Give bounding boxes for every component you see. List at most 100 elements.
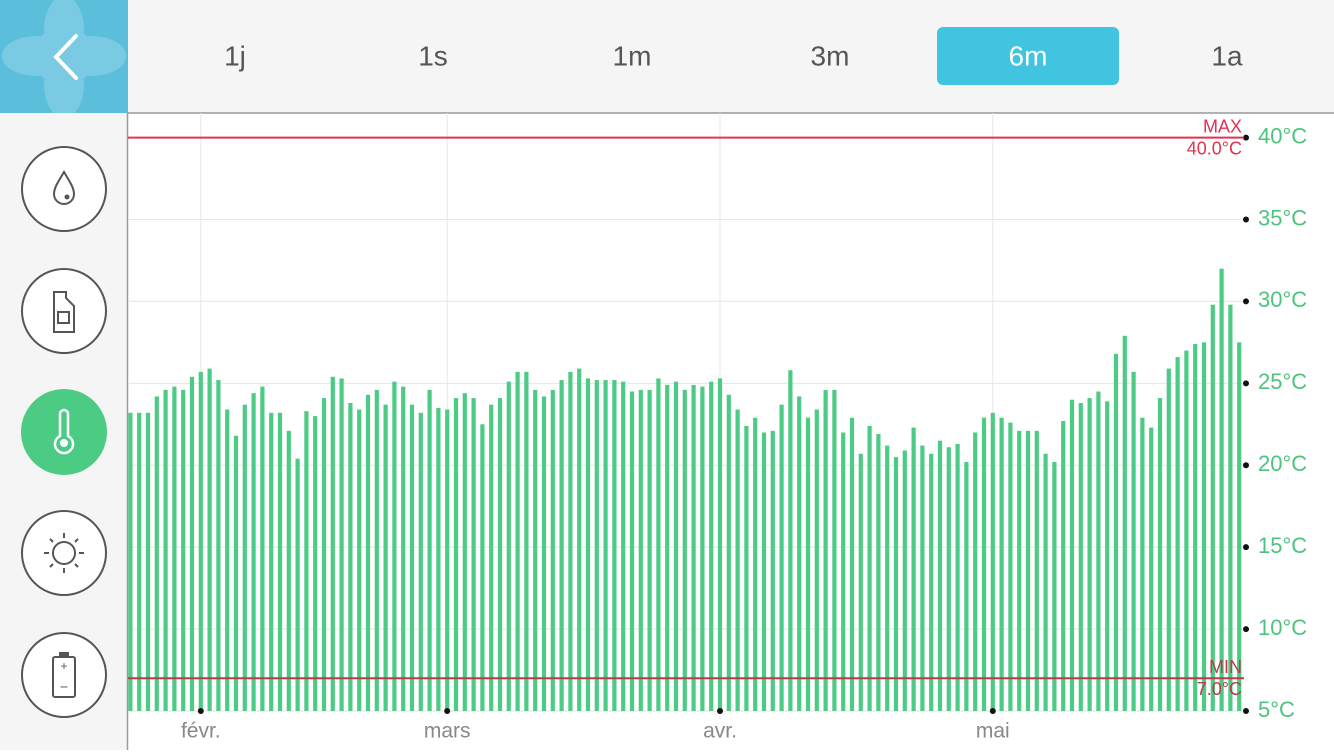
bar xyxy=(1184,350,1189,711)
bar xyxy=(1017,430,1022,711)
tab-label: 1a xyxy=(1211,40,1243,71)
bar xyxy=(533,389,538,711)
svg-text:−: − xyxy=(60,679,68,695)
bar xyxy=(761,432,767,711)
bar xyxy=(849,417,855,711)
y-tick-label: 35°C xyxy=(1258,205,1307,230)
bar xyxy=(647,389,652,711)
bar xyxy=(462,393,467,711)
bar xyxy=(1210,304,1215,711)
bar xyxy=(585,378,591,711)
bar xyxy=(207,368,212,711)
temperature-button[interactable] xyxy=(21,389,107,475)
y-tick-mark xyxy=(1243,626,1249,633)
light-button[interactable] xyxy=(21,510,107,596)
bar xyxy=(365,394,371,711)
y-tick-label: 20°C xyxy=(1258,451,1307,476)
bar xyxy=(1140,417,1145,711)
bar xyxy=(1105,401,1110,711)
logo-petals xyxy=(2,0,126,118)
bar xyxy=(506,381,511,711)
bar xyxy=(1149,427,1154,711)
y-tick-label: 40°C xyxy=(1258,123,1307,148)
tab[interactable]: 1j xyxy=(224,40,246,71)
bar xyxy=(841,432,846,711)
bar xyxy=(1175,357,1180,711)
bar xyxy=(163,389,168,711)
bar xyxy=(145,412,151,711)
tab-label: 6m xyxy=(1009,40,1048,71)
bar xyxy=(436,407,441,711)
bar xyxy=(814,409,819,711)
bar xyxy=(700,386,705,711)
tab[interactable]: 1s xyxy=(418,40,448,71)
bar xyxy=(321,398,327,711)
y-tick-label: 25°C xyxy=(1258,369,1307,394)
bar xyxy=(269,412,274,711)
x-tick-mark xyxy=(444,708,451,714)
tab[interactable]: 3m xyxy=(811,40,850,71)
y-tick-mark xyxy=(1243,134,1249,141)
bar xyxy=(1201,342,1207,711)
bar xyxy=(735,409,740,711)
bar xyxy=(1113,353,1119,711)
bar xyxy=(603,380,608,711)
bar xyxy=(497,398,503,711)
bar xyxy=(515,371,520,711)
x-tick-label: mai xyxy=(976,720,1010,743)
bar xyxy=(753,417,758,711)
tab[interactable]: 1m xyxy=(613,40,652,71)
humidity-button[interactable] xyxy=(21,146,107,232)
y-tick-mark xyxy=(1243,462,1249,469)
bar xyxy=(665,384,670,711)
tab-label: 3m xyxy=(811,40,850,71)
bar xyxy=(348,402,353,711)
tab[interactable]: 6m xyxy=(937,27,1119,85)
bar xyxy=(471,398,476,711)
bar xyxy=(189,376,195,711)
fertilizer-button[interactable] xyxy=(21,268,107,354)
y-tick-label: 5°C xyxy=(1258,697,1295,722)
bar xyxy=(418,412,423,711)
bar xyxy=(691,384,696,711)
tab[interactable]: 1a xyxy=(1211,40,1243,71)
bar xyxy=(260,386,265,711)
battery-button[interactable]: +− xyxy=(21,632,107,718)
bar xyxy=(383,404,388,711)
bar xyxy=(225,409,230,711)
bar xyxy=(1096,391,1101,711)
bar xyxy=(682,389,687,711)
bar xyxy=(453,398,459,711)
bar xyxy=(427,389,432,711)
bar xyxy=(770,430,775,711)
bar xyxy=(401,386,406,711)
bar xyxy=(577,368,582,711)
bar xyxy=(867,425,872,711)
y-tick-mark xyxy=(1243,708,1249,714)
tab-bar: 1j 1s 1m 3m 6m 1a xyxy=(224,27,1243,85)
bar xyxy=(1034,430,1039,711)
chart: 5°C 10°C 15°C 20°C 25°C 30°C 35°C 40°C févr. mars… xyxy=(128,113,1307,743)
bar xyxy=(1237,342,1242,711)
bar xyxy=(1219,268,1224,711)
tab-label: 1m xyxy=(613,40,652,71)
bar xyxy=(902,450,907,711)
bar xyxy=(629,391,635,711)
bar xyxy=(251,393,256,711)
back-button[interactable] xyxy=(0,0,128,118)
bar xyxy=(330,376,335,711)
bar xyxy=(409,404,415,711)
bar xyxy=(1043,453,1048,711)
bar xyxy=(1078,402,1083,711)
bar xyxy=(656,378,661,711)
bar xyxy=(621,381,626,711)
bar xyxy=(937,440,943,711)
y-tick-mark xyxy=(1243,298,1249,305)
bar xyxy=(550,389,555,711)
svg-text:+: + xyxy=(60,659,67,673)
bar xyxy=(981,417,987,711)
bar xyxy=(709,381,714,711)
bar xyxy=(805,417,811,711)
bar xyxy=(524,371,529,711)
bar xyxy=(541,396,547,711)
